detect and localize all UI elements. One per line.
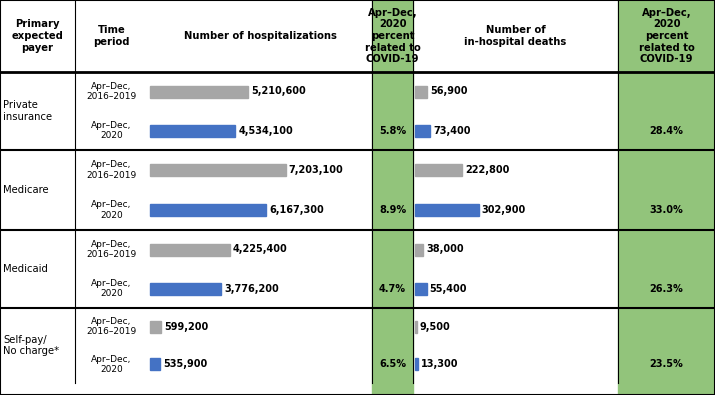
Text: 13,300: 13,300	[421, 359, 458, 369]
Text: 535,900: 535,900	[163, 359, 207, 369]
Text: Apr–Dec,
2020
percent
related to
COVID-19: Apr–Dec, 2020 percent related to COVID-1…	[365, 8, 420, 64]
Text: 23.5%: 23.5%	[650, 359, 684, 369]
Text: 4.7%: 4.7%	[379, 284, 406, 293]
Bar	[150, 164, 285, 176]
Bar	[415, 164, 462, 176]
Text: 56,900: 56,900	[430, 87, 468, 96]
Bar	[618, 0, 715, 395]
Bar	[415, 85, 427, 98]
Text: Private
insurance: Private insurance	[3, 100, 52, 122]
Text: 599,200: 599,200	[164, 322, 209, 332]
Bar	[150, 282, 221, 295]
Bar	[150, 243, 230, 256]
Bar	[150, 85, 248, 98]
Text: 7,203,100: 7,203,100	[289, 165, 343, 175]
Bar	[372, 0, 413, 395]
Text: 4,534,100: 4,534,100	[238, 126, 293, 135]
Bar	[415, 243, 423, 256]
Text: 6,167,300: 6,167,300	[269, 205, 324, 215]
Bar	[415, 358, 418, 370]
Text: 28.4%: 28.4%	[649, 126, 684, 135]
Bar	[150, 204, 266, 216]
Text: Apr–Dec,
2020
percent
related to
COVID-19: Apr–Dec, 2020 percent related to COVID-1…	[638, 8, 694, 64]
Text: Self-pay/
No charge*: Self-pay/ No charge*	[3, 335, 59, 356]
Text: 73,400: 73,400	[433, 126, 471, 135]
Text: Medicaid: Medicaid	[3, 264, 48, 274]
Text: 8.9%: 8.9%	[379, 205, 406, 215]
Text: Medicare: Medicare	[3, 185, 49, 195]
Text: 26.3%: 26.3%	[650, 284, 684, 293]
Text: Apr–Dec,
2016–2019: Apr–Dec, 2016–2019	[87, 317, 137, 337]
Bar	[415, 282, 427, 295]
Text: 3,776,200: 3,776,200	[224, 284, 279, 293]
Bar	[415, 124, 430, 137]
Text: Apr–Dec,
2020: Apr–Dec, 2020	[92, 279, 132, 298]
Text: Apr–Dec,
2016–2019: Apr–Dec, 2016–2019	[87, 82, 137, 101]
Text: 55,400: 55,400	[430, 284, 467, 293]
Text: Apr–Dec,
2020: Apr–Dec, 2020	[92, 200, 132, 220]
Text: 9,500: 9,500	[420, 322, 450, 332]
Bar	[150, 124, 235, 137]
Text: Number of
in-hospital deaths: Number of in-hospital deaths	[464, 25, 566, 47]
Text: Apr–Dec,
2020: Apr–Dec, 2020	[92, 121, 132, 140]
Bar	[150, 358, 160, 370]
Bar	[150, 321, 162, 333]
Text: Number of hospitalizations: Number of hospitalizations	[184, 31, 337, 41]
Text: Apr–Dec,
2020: Apr–Dec, 2020	[92, 355, 132, 374]
Text: Primary
expected
payer: Primary expected payer	[11, 19, 64, 53]
Text: 5,210,600: 5,210,600	[251, 87, 306, 96]
Text: 222,800: 222,800	[465, 165, 509, 175]
Text: 4,225,400: 4,225,400	[232, 245, 287, 254]
Text: 6.5%: 6.5%	[379, 359, 406, 369]
Bar	[415, 204, 479, 216]
Text: Apr–Dec,
2016–2019: Apr–Dec, 2016–2019	[87, 240, 137, 259]
Text: 5.8%: 5.8%	[379, 126, 406, 135]
Text: 33.0%: 33.0%	[650, 205, 684, 215]
Text: 38,000: 38,000	[426, 245, 463, 254]
Text: 302,900: 302,900	[482, 205, 526, 215]
Text: Apr–Dec,
2016–2019: Apr–Dec, 2016–2019	[87, 160, 137, 180]
Text: Time
period: Time period	[93, 25, 129, 47]
Bar	[415, 321, 417, 333]
